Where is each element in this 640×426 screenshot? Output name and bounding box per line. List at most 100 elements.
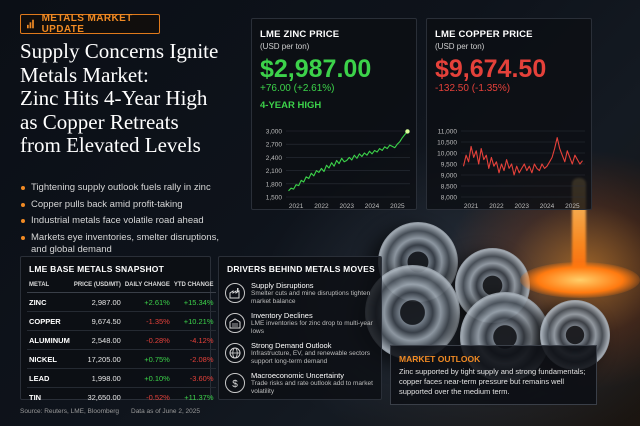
zinc-card-title: LME ZINC PRICE	[260, 29, 340, 40]
zinc-price-chart: 3,000 2,700 2,400 2,100 1,800 1,500 2021 2022 20…	[266, 129, 410, 210]
x-tick-label: 2021	[464, 203, 479, 210]
driver-item: $ Macroeconomic Uncertainty Trade risks …	[225, 371, 379, 399]
x-tick-label: 2022	[489, 203, 504, 210]
y-tick-label: 2,700	[266, 142, 283, 149]
key-point: Copper pulls back amid profit-taking	[20, 199, 225, 212]
price-cell: 2,987.00	[91, 297, 121, 307]
badge-label: METALS MARKET UPDATE	[41, 13, 133, 35]
zinc-price-card: LME ZINC PRICE (USD per ton) $2,987.00 +…	[251, 18, 417, 210]
driver-title: Inventory Declines	[251, 311, 313, 320]
driver-description: Trade risks and rate outlook add to mark…	[251, 380, 373, 395]
metal-cell: ZINC	[29, 297, 47, 307]
daily-change-cell: +0.10%	[122, 368, 172, 388]
zinc-card-unit: (USD per ton)	[260, 42, 310, 51]
driver-description: Infrastructure, EV, and renewable sector…	[251, 350, 370, 365]
y-tick-label: 3,000	[266, 129, 283, 136]
x-tick-label: 2024	[540, 203, 555, 210]
warehouse-icon	[225, 313, 245, 333]
metal-cell: LEAD	[27, 368, 72, 388]
outlook-title: MARKET OUTLOOK	[399, 354, 481, 364]
copper-price-change: -132.50 (-1.35%)	[435, 83, 511, 94]
metal-cell: COPPER	[27, 311, 72, 331]
daily-change-cell: +2.61%	[144, 297, 170, 307]
snapshot-title: LME BASE METALS SNAPSHOT	[29, 264, 164, 274]
headline-line: Supply Concerns Ignite	[20, 39, 219, 63]
factory-icon	[225, 283, 245, 303]
key-points-list: Tightening supply outlook fuels rally in…	[20, 182, 225, 261]
column-header: METAL	[27, 280, 72, 293]
driver-title: Strong Demand Outlook	[251, 341, 332, 350]
driver-description: Smelter cuts and mine disruptions tighte…	[251, 290, 371, 305]
driver-description: LME inventories for zinc drop to multi-y…	[251, 320, 373, 335]
table-row: TIN 32,650.00 -0.52% +11.37%	[27, 387, 216, 407]
key-point: Tightening supply outlook fuels rally in…	[20, 182, 225, 195]
snapshot-table: METAL PRICE (USD/MT) DAILY CHANGE YTD CH…	[27, 280, 216, 407]
y-tick-label: 2,400	[266, 155, 283, 162]
y-tick-label: 2,100	[266, 168, 283, 175]
ytd-change-cell: +10.21%	[171, 311, 216, 331]
zinc-card-subtitle: 4-YEAR HIGH	[260, 100, 322, 111]
driver-title: Macroeconomic Uncertainty	[251, 371, 344, 380]
ytd-change-cell: -2.08%	[171, 349, 216, 369]
outlook-body: Zinc supported by tight supply and stron…	[399, 367, 586, 396]
x-tick-label: 2025	[390, 203, 405, 210]
ytd-change-cell: +15.34%	[183, 297, 214, 307]
metal-cell: ALUMINUM	[27, 330, 72, 350]
daily-change-cell: -0.52%	[122, 387, 172, 407]
series-endpoint	[405, 129, 410, 134]
copper-card-unit: (USD per ton)	[435, 42, 485, 51]
table-row: ZINC 2,987.00 +2.61% +15.34%	[27, 293, 216, 312]
bar-chart-icon	[27, 19, 34, 29]
x-tick-label: 2022	[314, 203, 329, 210]
y-tick-label: 9,000	[441, 173, 458, 180]
market-outlook-panel: MARKET OUTLOOK Zinc supported by tight s…	[390, 345, 597, 405]
series-line	[462, 137, 583, 176]
metal-cell: TIN	[27, 387, 72, 407]
svg-text:$: $	[232, 379, 238, 389]
zinc-price-change: +76.00 (+2.61%)	[260, 83, 335, 94]
y-tick-label: 9,500	[441, 162, 458, 169]
dollar-icon: $	[225, 373, 245, 393]
key-point: Industrial metals face volatile road ahe…	[20, 215, 225, 228]
headline-line: Metals Market:	[20, 62, 149, 87]
price-cell: 9,674.50	[71, 311, 123, 331]
ytd-change-cell: -3.60%	[171, 368, 216, 388]
x-tick-label: 2023	[340, 203, 355, 210]
column-header: PRICE (USD/MT)	[71, 280, 123, 293]
daily-change-cell: -1.35%	[122, 311, 172, 331]
driver-item: Supply Disruptions Smelter cuts and mine…	[225, 281, 379, 309]
copper-price: $9,674.50	[435, 55, 547, 83]
column-header: YTD CHANGE	[171, 280, 216, 293]
molten-metal-pool	[520, 262, 640, 298]
price-cell: 32,650.00	[71, 387, 123, 407]
x-tick-label: 2021	[289, 203, 304, 210]
daily-change-cell: -0.28%	[122, 330, 172, 350]
x-tick-label: 2024	[365, 203, 380, 210]
drivers-title: DRIVERS BEHIND METALS MOVES	[227, 264, 375, 274]
driver-item: Strong Demand Outlook Infrastructure, EV…	[225, 341, 379, 369]
base-metals-snapshot-panel: LME BASE METALS SNAPSHOT METAL PRICE (US…	[20, 256, 216, 407]
headline-line: Zinc Hits 4-Year High	[20, 86, 208, 110]
headline: Supply Concerns Ignite Metals Market: Zi…	[20, 39, 235, 158]
copper-price-card: LME COPPER PRICE (USD per ton) $9,674.50…	[426, 18, 592, 210]
y-tick-label: 8,000	[441, 195, 458, 202]
price-cell: 2,548.00	[71, 330, 123, 350]
table-row: ALUMINUM 2,548.00 -0.28% -4.12%	[27, 330, 216, 350]
table-row: COPPER 9,674.50 -1.35% +10.21%	[27, 311, 216, 331]
daily-change-cell: +0.75%	[122, 349, 172, 369]
ytd-change-cell: +11.37%	[171, 387, 216, 407]
copper-card-title: LME COPPER PRICE	[435, 29, 533, 40]
y-tick-label: 11,000	[438, 129, 458, 136]
copper-price-chart: 11,000 10,500 10,000 9,500 9,000 8,500 8,000 20…	[437, 129, 585, 210]
headline-line: as Copper Retreats	[20, 109, 179, 134]
y-tick-label: 8,500	[441, 184, 458, 191]
y-tick-label: 1,800	[266, 181, 283, 188]
key-point: Markets eye inventories, smelter disrupt…	[20, 232, 225, 257]
table-row: NICKEL 17,205.00 +0.75% -2.08%	[27, 349, 216, 369]
column-header: DAILY CHANGE	[122, 280, 172, 293]
driver-item: Inventory Declines LME inventories for z…	[225, 311, 379, 339]
drivers-panel: DRIVERS BEHIND METALS MOVES Supply Disru…	[218, 256, 382, 400]
ytd-change-cell: -4.12%	[171, 330, 216, 350]
table-row: LEAD 1,998.00 +0.10% -3.60%	[27, 368, 216, 388]
y-tick-label: 10,500	[437, 140, 457, 147]
